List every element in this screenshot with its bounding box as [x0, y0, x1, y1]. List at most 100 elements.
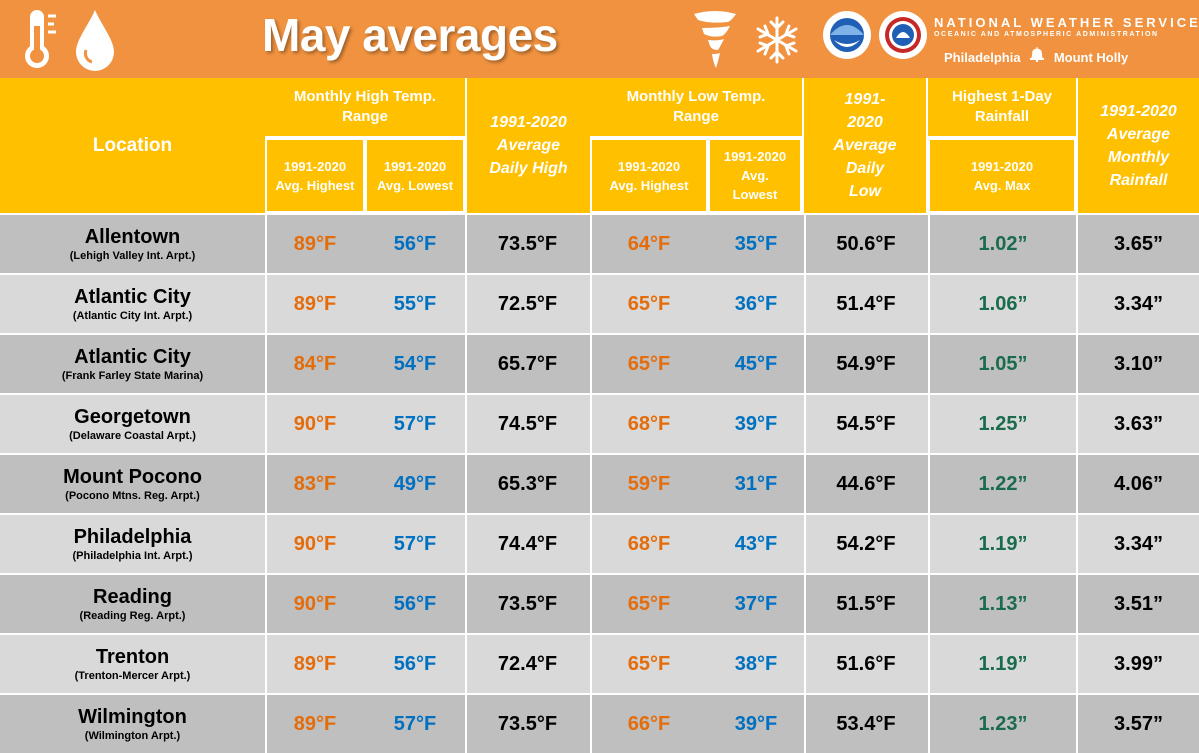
title-banner: May averages	[0, 0, 1199, 78]
location-cell: Atlantic City (Frank Farley State Marina)	[0, 335, 265, 393]
station-name: (Trenton-Mercer Arpt.)	[74, 669, 191, 682]
column-divider	[465, 515, 467, 573]
location-name: Reading	[93, 585, 172, 608]
high-lowest-cell: 55°F	[393, 292, 437, 315]
rain-max-cell: 1.06”	[978, 292, 1028, 315]
column-divider	[1076, 575, 1078, 633]
low-lowest-cell: 39°F	[734, 412, 778, 435]
avg-monthly-rain-header: 1991-2020 Average Monthly Rainfall	[1078, 78, 1199, 213]
table-row: Philadelphia (Philadelphia Int. Arpt.) 90°…	[0, 515, 1199, 573]
low-lowest-cell: 37°F	[734, 592, 778, 615]
rain-max-cell: 1.02”	[978, 232, 1028, 255]
location-name: Trenton	[95, 645, 170, 668]
high-lowest-cell: 57°F	[393, 412, 437, 435]
station-name: (Philadelphia Int. Arpt.)	[72, 549, 193, 562]
location-name: Atlantic City	[74, 345, 191, 368]
avg-high-cell: 72.4°F	[497, 652, 558, 675]
avg-high-cell: 73.5°F	[497, 712, 558, 735]
column-divider	[928, 515, 930, 573]
rain-avg-cell: 3.65”	[1114, 232, 1163, 255]
avg-low-cell: 54.2°F	[836, 532, 896, 555]
high-highest-header: 1991-2020 Avg. Highest	[265, 138, 365, 213]
high-lowest-cell: 54°F	[393, 352, 437, 375]
agency-name: NATIONAL WEATHER SERVICE	[934, 15, 1199, 30]
column-divider	[804, 635, 806, 693]
tornado-icon	[694, 11, 736, 68]
snowflake-icon	[756, 16, 798, 64]
low-lowest-header: 1991-2020 Avg. Lowest	[708, 138, 802, 213]
column-divider	[804, 395, 806, 453]
column-divider	[465, 695, 467, 753]
table-row: Atlantic City (Frank Farley State Marina)…	[0, 335, 1199, 393]
column-divider	[1076, 515, 1078, 573]
table-row: Atlantic City (Atlantic City Int. Arpt.) 8…	[0, 275, 1199, 333]
column-divider	[265, 215, 267, 273]
location-cell: Philadelphia (Philadelphia Int. Arpt.)	[0, 515, 265, 573]
column-divider	[928, 635, 930, 693]
column-divider	[465, 575, 467, 633]
location-cell: Mount Pocono (Pocono Mtns. Reg. Arpt.)	[0, 455, 265, 513]
column-divider	[1076, 635, 1078, 693]
column-divider	[1076, 455, 1078, 513]
column-divider	[590, 335, 592, 393]
low-highest-cell: 65°F	[627, 292, 671, 315]
high-range-header: Monthly High Temp. Range	[265, 78, 465, 136]
column-divider	[804, 575, 806, 633]
low-highest-header: 1991-2020 Avg. Highest	[590, 138, 708, 213]
avg-high-cell: 74.4°F	[497, 532, 558, 555]
high-highest-cell: 90°F	[293, 412, 337, 435]
avg-high-cell: 73.5°F	[497, 592, 558, 615]
column-divider	[265, 335, 267, 393]
avg-high-cell: 73.5°F	[497, 232, 558, 255]
rain-max-cell: 1.19”	[978, 532, 1028, 555]
column-divider	[590, 515, 592, 573]
low-range-header: Monthly Low Temp. Range	[590, 78, 802, 136]
column-divider	[265, 695, 267, 753]
forecast-office: Philadelphia Mount Holly	[944, 46, 1128, 65]
avg-daily-high-header: 1991-2020 Average Daily High	[467, 78, 590, 213]
table-row: Georgetown (Delaware Coastal Arpt.) 90°F 57…	[0, 395, 1199, 453]
column-divider	[804, 455, 806, 513]
low-lowest-cell: 31°F	[734, 472, 778, 495]
column-divider	[1076, 215, 1078, 273]
high-lowest-cell: 56°F	[393, 232, 437, 255]
column-divider	[928, 395, 930, 453]
column-divider	[465, 395, 467, 453]
liberty-bell-icon	[1030, 46, 1045, 65]
rain-avg-cell: 3.51”	[1114, 592, 1163, 615]
location-name: Georgetown	[74, 405, 191, 428]
station-name: (Frank Farley State Marina)	[61, 369, 204, 382]
column-divider	[265, 575, 267, 633]
column-divider	[1076, 275, 1078, 333]
column-divider	[465, 215, 467, 273]
rain-max-cell: 1.25”	[978, 412, 1028, 435]
high-lowest-cell: 49°F	[393, 472, 437, 495]
rain-max-cell: 1.23”	[978, 712, 1028, 735]
rain-max-cell: 1.05”	[978, 352, 1028, 375]
avg-high-cell: 74.5°F	[497, 412, 558, 435]
low-highest-cell: 59°F	[627, 472, 671, 495]
high-highest-cell: 89°F	[293, 232, 337, 255]
column-divider	[590, 215, 592, 273]
column-divider	[465, 455, 467, 513]
rain-max-cell: 1.13”	[978, 592, 1028, 615]
high-lowest-cell: 57°F	[393, 712, 437, 735]
table-row: Wilmington (Wilmington Arpt.) 89°F 57°F 73.5…	[0, 695, 1199, 753]
column-divider	[265, 395, 267, 453]
column-divider	[590, 695, 592, 753]
station-name: (Lehigh Valley Int. Arpt.)	[69, 249, 196, 262]
avg-low-cell: 50.6°F	[836, 232, 896, 255]
column-divider	[928, 275, 930, 333]
rain-avg-cell: 3.34”	[1114, 532, 1163, 555]
location-cell: Georgetown (Delaware Coastal Arpt.)	[0, 395, 265, 453]
low-highest-cell: 65°F	[627, 652, 671, 675]
low-lowest-cell: 43°F	[734, 532, 778, 555]
table-row: Mount Pocono (Pocono Mtns. Reg. Arpt.) 83°…	[0, 455, 1199, 513]
high-lowest-cell: 56°F	[393, 652, 437, 675]
high-highest-cell: 90°F	[293, 592, 337, 615]
column-divider	[928, 695, 930, 753]
column-divider	[465, 275, 467, 333]
avg-low-cell: 53.4°F	[836, 712, 896, 735]
column-divider	[590, 575, 592, 633]
column-divider	[265, 635, 267, 693]
